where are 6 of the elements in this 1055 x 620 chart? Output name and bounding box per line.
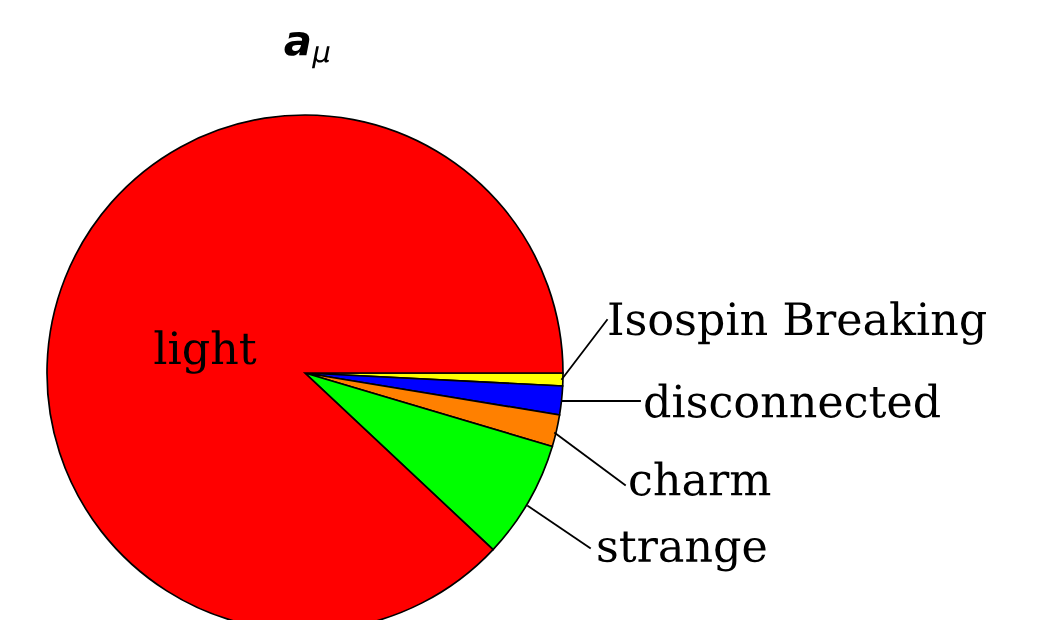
slice-label: disconnected	[645, 383, 940, 418]
slice-label: strange	[598, 531, 766, 572]
slice-label: charm	[630, 461, 771, 496]
slice-label: Isospin Breaking	[609, 301, 986, 345]
slice-label: light	[154, 330, 257, 374]
chart-title: a$_{μ}$	[284, 31, 330, 69]
